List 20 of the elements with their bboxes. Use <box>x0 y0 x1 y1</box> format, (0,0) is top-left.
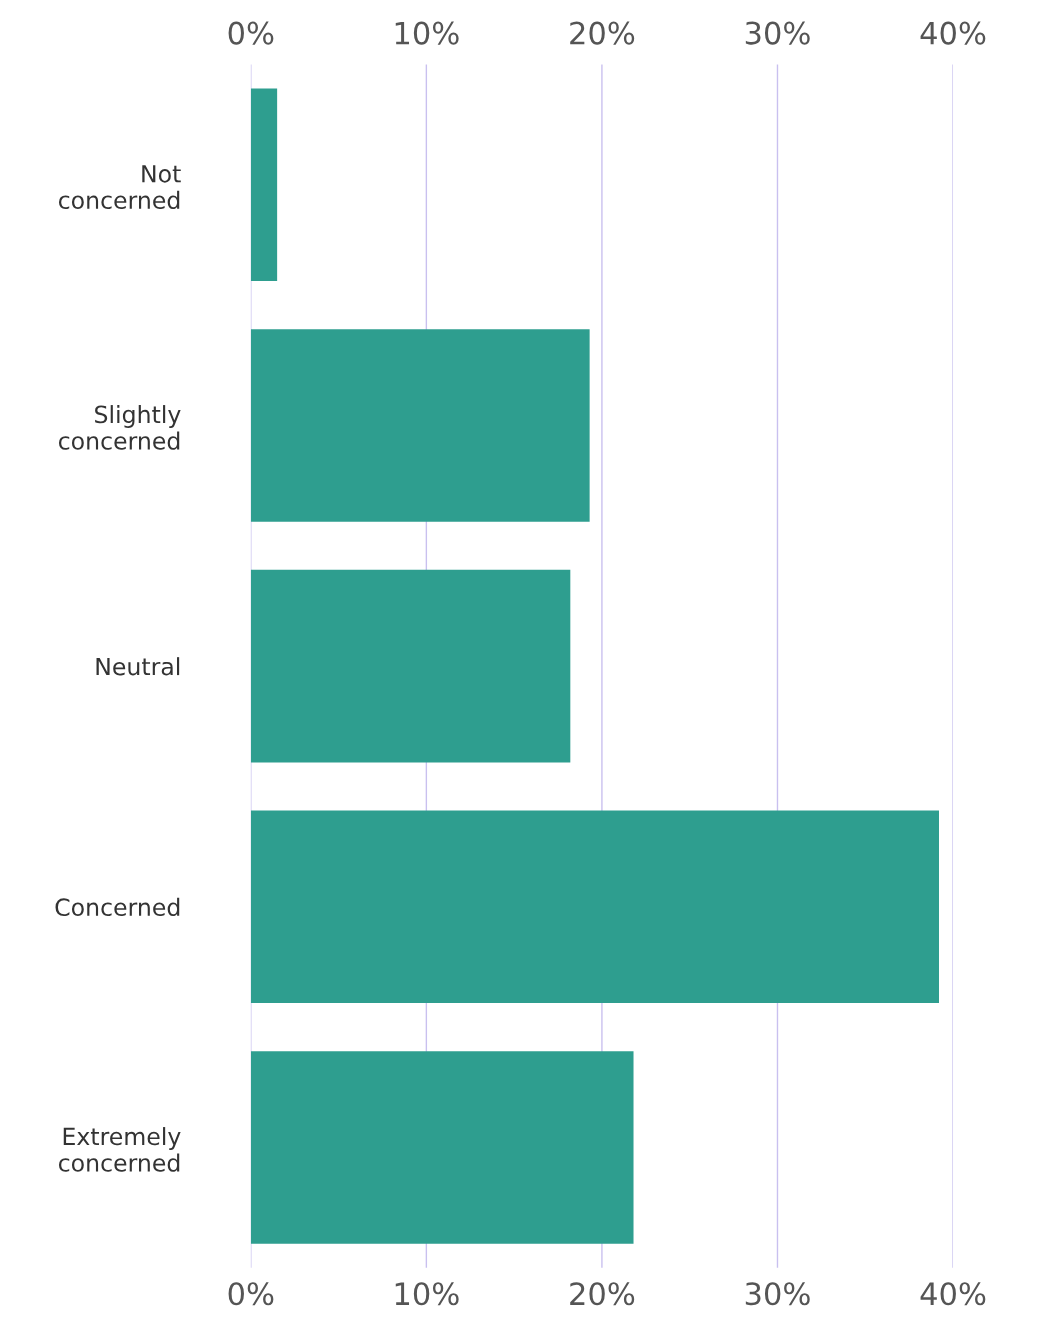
x2-tick-label: 0% <box>228 21 274 45</box>
x-tick-label: 40% <box>920 1282 986 1306</box>
bar <box>250 88 278 282</box>
x-tick-label: 30% <box>745 1282 810 1306</box>
x-tick-label: 20% <box>570 1282 635 1306</box>
y-tick-label: Not concerned <box>58 165 181 210</box>
bar <box>250 329 590 522</box>
y-tick-label: Slightly concerned <box>58 405 181 450</box>
x-tick-label: 0% <box>228 1282 274 1306</box>
x2-tick-label: 10% <box>395 21 459 45</box>
x-tick-label: 10% <box>395 1282 459 1306</box>
y-tick-label: Concerned <box>55 897 180 917</box>
bar <box>250 1051 634 1244</box>
y-tick-label: Neutral <box>96 657 180 676</box>
bar <box>250 810 939 1004</box>
x2-tick-label: 30% <box>745 21 810 45</box>
y-tick-label: Extremely concerned <box>58 1127 181 1172</box>
bar <box>250 569 571 763</box>
x2-tick-label: 40% <box>920 21 986 45</box>
x2-tick-label: 20% <box>570 21 635 45</box>
